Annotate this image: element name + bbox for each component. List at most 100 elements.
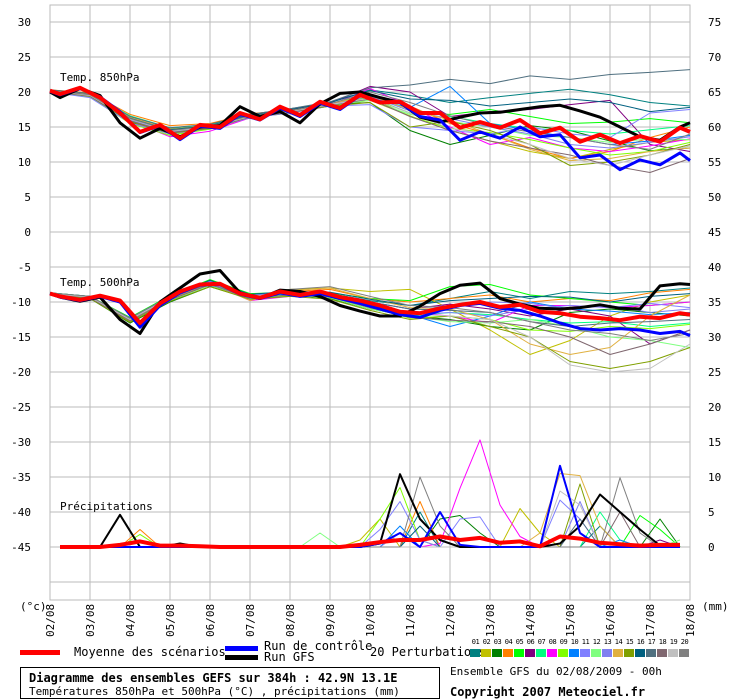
date-tick-label: 17/08 [644, 604, 657, 637]
right-tick-label: 55 [708, 156, 721, 169]
right-tick-label: 15 [708, 436, 721, 449]
date-tick-label: 02/08 [44, 604, 57, 637]
right-tick-label: 65 [708, 86, 721, 99]
perturbation-number: 13 [603, 638, 612, 646]
date-tick-label: 03/08 [84, 604, 97, 637]
grid [49, 4, 691, 601]
legend-perturbations-label: 20 Perturbations [370, 645, 486, 659]
perturbation-color-swatch [679, 649, 689, 657]
right-tick-label: 10 [708, 471, 721, 484]
left-axis-ticks: 30 25 20 15 10 5 0 -5 -10 -15 -20 -25 -30 -35 -40 -45 [11, 16, 31, 554]
perturbation-color-swatch [657, 649, 667, 657]
left-tick-label: 25 [18, 51, 31, 64]
perturbation-number: 04 [504, 638, 513, 646]
perturbation-color-swatch [558, 649, 568, 657]
right-tick-label: 75 [708, 16, 721, 29]
perturbation-color-swatch [492, 649, 502, 657]
perturbation-number: 05 [515, 638, 524, 646]
title-box: Diagramme des ensembles GEFS sur 384h : … [20, 667, 440, 699]
right-tick-label: 45 [708, 226, 721, 239]
perturbation-number: 01 [471, 638, 480, 646]
chart-title: Diagramme des ensembles GEFS sur 384h : … [29, 671, 398, 685]
perturbation-number: 14 [614, 638, 623, 646]
right-tick-label: 20 [708, 401, 721, 414]
left-tick-label: -5 [18, 261, 31, 274]
t850-mean-line [49, 85, 691, 146]
perturbation-number: 12 [592, 638, 601, 646]
legend-mean-swatch [20, 650, 60, 655]
left-tick-label: -10 [11, 296, 31, 309]
perturbation-number: 03 [493, 638, 502, 646]
perturbation-color-swatch [613, 649, 623, 657]
right-tick-label: 5 [708, 506, 715, 519]
perturbation-color-swatch [470, 649, 480, 657]
left-tick-label: -20 [11, 366, 31, 379]
perturbation-color-swatch [525, 649, 535, 657]
left-tick-label: -40 [11, 506, 31, 519]
chart-subtitle: Températures 850hPa et 500hPa (°C) , pré… [29, 685, 400, 698]
legend-mean-label: Moyenne des scénarios [74, 645, 226, 659]
label-precip: Précipitations [60, 500, 153, 513]
perturbation-number: 09 [559, 638, 568, 646]
date-tick-label: 11/08 [404, 604, 417, 637]
label-t500: Temp. 500hPa [60, 276, 139, 289]
date-tick-label: 09/08 [324, 604, 337, 637]
right-tick-label: 50 [708, 191, 721, 204]
legend-gfs-label: Run GFS [264, 650, 315, 664]
right-tick-label: 35 [708, 296, 721, 309]
perturbation-number: 19 [669, 638, 678, 646]
left-tick-label: -45 [11, 541, 31, 554]
perturbation-color-swatch [635, 649, 645, 657]
t500-perturbation-20 [49, 284, 691, 341]
perturbation-color-swatch [569, 649, 579, 657]
right-tick-label: 60 [708, 121, 721, 134]
right-axis-unit: (mm) [702, 600, 729, 613]
perturbation-number: 10 [570, 638, 579, 646]
t500-mean-line [49, 281, 691, 325]
date-tick-label: 08/08 [284, 604, 297, 637]
date-tick-label: 06/08 [204, 604, 217, 637]
date-tick-label: 12/08 [444, 604, 457, 637]
perturbation-color-swatch [514, 649, 524, 657]
date-tick-label: 07/08 [244, 604, 257, 637]
left-tick-label: 20 [18, 86, 31, 99]
left-tick-label: 30 [18, 16, 31, 29]
perturbation-color-swatch [481, 649, 491, 657]
series-lines [49, 69, 691, 549]
perturbation-number: 07 [537, 638, 546, 646]
perturbation-color-swatch [624, 649, 634, 657]
perturbation-color-swatch [591, 649, 601, 657]
perturbation-number: 11 [581, 638, 590, 646]
precip-mean-line [60, 534, 680, 549]
date-tick-label: 14/08 [524, 604, 537, 637]
perturbation-number: 02 [482, 638, 491, 646]
perturbation-number: 06 [526, 638, 535, 646]
left-tick-label: -35 [11, 471, 31, 484]
date-tick-label: 18/08 [684, 604, 697, 637]
right-tick-label: 70 [708, 51, 721, 64]
perturbation-number: 20 [680, 638, 689, 646]
perturbation-number: 17 [647, 638, 656, 646]
right-tick-label: 25 [708, 366, 721, 379]
date-tick-label: 15/08 [564, 604, 577, 637]
perturbation-number: 16 [636, 638, 645, 646]
perturbation-color-swatch [503, 649, 513, 657]
copyright: Copyright 2007 Meteociel.fr [450, 685, 646, 699]
left-tick-label: 15 [18, 121, 31, 134]
left-tick-label: -30 [11, 436, 31, 449]
left-tick-label: 5 [24, 191, 31, 204]
date-tick-label: 16/08 [604, 604, 617, 637]
left-tick-label: -15 [11, 331, 31, 344]
right-tick-label: 40 [708, 261, 721, 274]
perturbation-color-swatch [602, 649, 612, 657]
perturbation-color-swatch [668, 649, 678, 657]
t500-control-line [49, 283, 691, 337]
legend-control-label: Run de contrôle [264, 639, 373, 653]
perturbation-color-swatch [536, 649, 546, 657]
perturbation-color-swatch [646, 649, 656, 657]
legend-control-swatch [225, 646, 258, 651]
date-tick-label: 05/08 [164, 604, 177, 637]
perturbation-color-swatch [547, 649, 557, 657]
